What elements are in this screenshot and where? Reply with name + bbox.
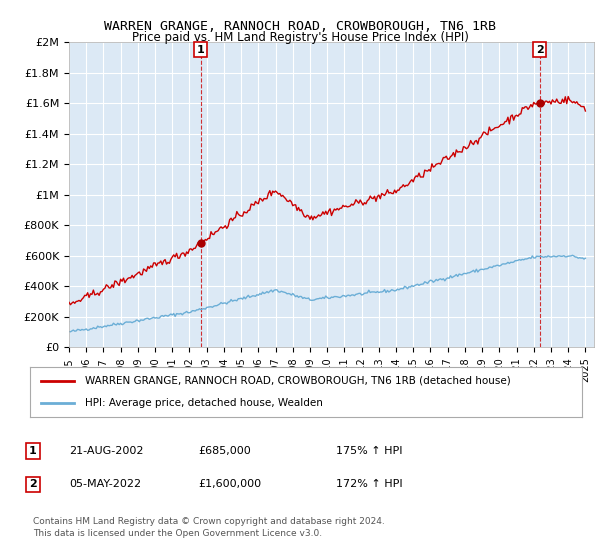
Text: This data is licensed under the Open Government Licence v3.0.: This data is licensed under the Open Gov… bbox=[33, 529, 322, 538]
Text: WARREN GRANGE, RANNOCH ROAD, CROWBOROUGH, TN6 1RB (detached house): WARREN GRANGE, RANNOCH ROAD, CROWBOROUGH… bbox=[85, 376, 511, 386]
Text: 175% ↑ HPI: 175% ↑ HPI bbox=[336, 446, 403, 456]
Text: 21-AUG-2002: 21-AUG-2002 bbox=[69, 446, 143, 456]
Text: 05-MAY-2022: 05-MAY-2022 bbox=[69, 479, 141, 489]
Text: 2: 2 bbox=[29, 479, 37, 489]
Text: 1: 1 bbox=[29, 446, 37, 456]
Text: WARREN GRANGE, RANNOCH ROAD, CROWBOROUGH, TN6 1RB: WARREN GRANGE, RANNOCH ROAD, CROWBOROUGH… bbox=[104, 20, 496, 32]
Text: £685,000: £685,000 bbox=[198, 446, 251, 456]
Point bbox=[196, 238, 205, 247]
Text: 2: 2 bbox=[536, 45, 544, 55]
Text: £1,600,000: £1,600,000 bbox=[198, 479, 261, 489]
Text: 1: 1 bbox=[197, 45, 205, 55]
Text: HPI: Average price, detached house, Wealden: HPI: Average price, detached house, Weal… bbox=[85, 398, 323, 408]
Text: 172% ↑ HPI: 172% ↑ HPI bbox=[336, 479, 403, 489]
Text: Price paid vs. HM Land Registry's House Price Index (HPI): Price paid vs. HM Land Registry's House … bbox=[131, 31, 469, 44]
Text: Contains HM Land Registry data © Crown copyright and database right 2024.: Contains HM Land Registry data © Crown c… bbox=[33, 517, 385, 526]
Point bbox=[535, 99, 545, 108]
